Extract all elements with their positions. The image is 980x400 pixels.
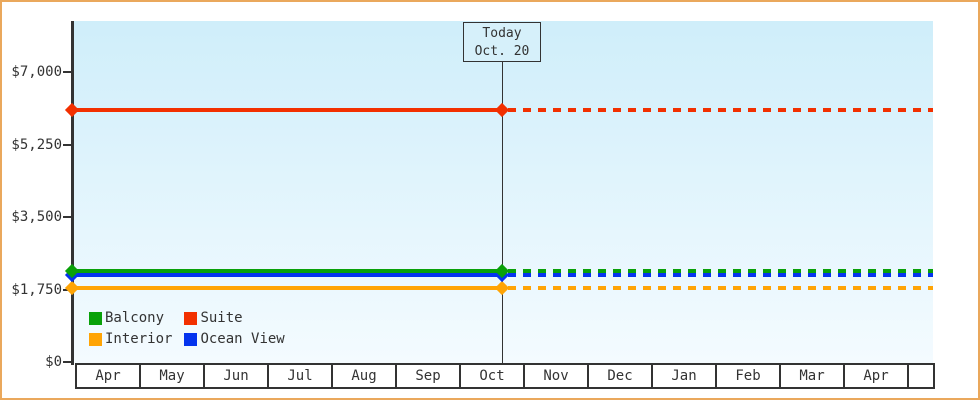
y-axis-tick-mark: [63, 71, 72, 73]
month-cell-apr: Apr: [75, 363, 141, 389]
series-line-interior-future: [508, 285, 933, 290]
today-label: Today: [482, 26, 522, 41]
legend-item-ocean-view: Ocean View: [184, 331, 285, 347]
series-line-balcony-past: [74, 268, 502, 273]
legend-swatch-icon: [89, 311, 102, 325]
series-line-ocean-view-past: [74, 273, 502, 277]
month-cell-jul: Jul: [267, 363, 333, 389]
month-cell-feb: Feb: [715, 363, 781, 389]
y-axis-tick-label: $7,000: [11, 64, 62, 80]
y-axis-tick-label: $3,500: [11, 209, 62, 225]
today-annotation-box: Today Oct. 20: [463, 22, 541, 62]
y-axis-tick-label: $5,250: [11, 136, 62, 153]
month-cell-nov: Nov: [523, 363, 589, 389]
month-cell-may: May: [139, 363, 205, 389]
today-date: Oct. 20: [474, 44, 530, 59]
series-line-ocean-view-future: [508, 273, 933, 277]
legend-swatch-icon: [184, 332, 198, 346]
chart-legend: Balcony Suite Interior Ocean View: [89, 310, 285, 347]
month-cell-sep: Sep: [395, 363, 461, 389]
legend-label: Balcony: [105, 310, 165, 326]
legend-swatch-icon: [89, 332, 102, 346]
today-vertical-line: [502, 62, 503, 363]
legend-swatch-icon: [184, 311, 198, 325]
month-cell-jun: Jun: [203, 363, 269, 389]
x-axis-month-row: Apr May Jun Jul Aug Sep Oct Nov Dec Jan Feb Mar Apr: [75, 363, 935, 389]
legend-item-balcony: Balcony: [89, 310, 172, 326]
series-line-suite-future: [508, 108, 933, 113]
legend-item-interior: Interior: [89, 331, 172, 347]
legend-item-suite: Suite: [184, 310, 284, 326]
legend-label: Interior: [105, 331, 173, 347]
y-axis-line: [71, 21, 74, 365]
y-axis-tick-mark: [63, 143, 72, 146]
legend-label: Suite: [200, 310, 243, 326]
month-cell-partial: [907, 363, 935, 389]
legend-label: Ocean View: [200, 331, 285, 347]
y-axis-tick-mark: [63, 361, 72, 363]
plot-area: [73, 21, 933, 363]
month-cell-oct: Oct: [459, 363, 525, 389]
y-axis-tick-mark: [63, 216, 72, 218]
month-cell-dec: Dec: [587, 363, 653, 389]
y-axis-tick-label: $0: [45, 354, 62, 370]
series-line-interior-past: [74, 285, 502, 290]
month-cell-aug: Aug: [331, 363, 397, 389]
month-cell-jan: Jan: [651, 363, 717, 389]
series-line-balcony-future: [508, 268, 933, 273]
y-axis-tick-label: $1,750: [11, 281, 62, 298]
series-line-suite-past: [74, 108, 502, 113]
month-cell-apr: Apr: [843, 363, 909, 389]
month-cell-mar: Mar: [779, 363, 845, 389]
